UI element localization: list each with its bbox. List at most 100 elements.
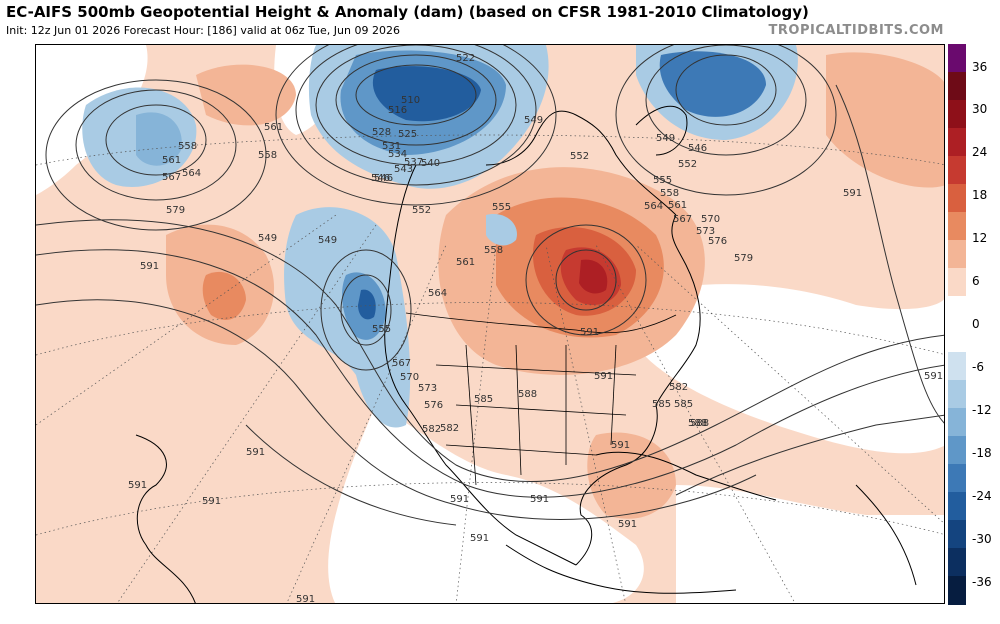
contour-label: 552 xyxy=(678,159,697,170)
graticule xyxy=(36,134,944,603)
brand-watermark: TROPICALTIDBITS.COM xyxy=(768,23,944,38)
colorbar-segment xyxy=(948,240,966,269)
colorbar-tick: 30 xyxy=(972,102,988,116)
contour-label: 591 xyxy=(128,480,147,491)
negative-anomaly xyxy=(372,66,481,122)
contour-label: 549 xyxy=(318,235,337,246)
contour-label: 591 xyxy=(470,533,489,544)
colorbar-segment xyxy=(948,436,966,465)
contour-label: 558 xyxy=(484,245,503,256)
contour-label: 582 xyxy=(669,382,688,393)
colorbar-tick: -12 xyxy=(972,403,992,417)
colorbar-tick: 18 xyxy=(972,188,988,202)
contour-label: 573 xyxy=(696,226,715,237)
colorbar-tick: 12 xyxy=(972,231,988,245)
contour-label: 528 xyxy=(372,127,391,138)
colorbar-segment xyxy=(948,72,966,101)
contour-label: 579 xyxy=(166,205,185,216)
contour-label: 591 xyxy=(202,496,221,507)
contour-label: 591 xyxy=(296,594,315,604)
colorbar-segment xyxy=(948,268,966,297)
negative-anomaly xyxy=(358,289,376,320)
colorbar-segment xyxy=(948,380,966,409)
contour-label: 588 xyxy=(690,418,709,429)
contour-label: 564 xyxy=(644,201,663,212)
colorbar-tick: 24 xyxy=(972,145,988,159)
colorbar-segment xyxy=(948,520,966,549)
contour-label: 591 xyxy=(450,494,469,505)
map-subtitle: Init: 12z Jun 01 2026 Forecast Hour: [18… xyxy=(6,24,400,37)
contour-label: 552 xyxy=(570,151,589,162)
contour-label: 558 xyxy=(258,150,277,161)
contour-label: 582 xyxy=(440,423,459,434)
contour-label: 522 xyxy=(456,53,475,64)
contour-label: 543 xyxy=(394,164,413,175)
contour-label: 585 xyxy=(674,399,693,410)
contour-label: 576 xyxy=(708,236,727,247)
positive-anomaly xyxy=(579,259,608,294)
contour-label: 567 xyxy=(162,172,181,183)
negative-anomaly xyxy=(486,214,517,246)
contour-label: 576 xyxy=(424,400,443,411)
contour-label: 534 xyxy=(388,149,407,160)
colorbar-segment xyxy=(948,100,966,129)
contour-label: 579 xyxy=(734,253,753,264)
positive-anomaly xyxy=(587,432,676,519)
contour-label: 585 xyxy=(652,399,671,410)
colorbar-segment xyxy=(948,296,966,325)
coastlines xyxy=(135,105,917,603)
contour-label: 591 xyxy=(580,327,599,338)
anomaly-map: 510 516 522 528 525 531 534 537 540 543 … xyxy=(35,44,945,604)
contour-label: 561 xyxy=(162,155,181,166)
contour-label: 564 xyxy=(428,288,447,299)
positive-anomaly xyxy=(196,64,296,126)
positive-anomaly xyxy=(826,52,944,188)
contour-label: 561 xyxy=(668,200,687,211)
contour-label: 555 xyxy=(372,324,391,335)
contour-label: 531 xyxy=(382,141,401,152)
positive-anomaly xyxy=(202,271,246,320)
contour-label: 558 xyxy=(178,141,197,152)
colorbar-segment xyxy=(948,44,966,73)
colorbar-segment xyxy=(948,324,966,353)
neutral-area xyxy=(676,485,944,603)
colorbar-tick: -18 xyxy=(972,446,992,460)
colorbar-segment xyxy=(948,492,966,521)
contour-label: 591 xyxy=(530,494,549,505)
contour-label: 588 xyxy=(518,389,537,400)
contour-label: 564 xyxy=(182,168,201,179)
colorbar-tick: 36 xyxy=(972,60,988,74)
contour-label: 591 xyxy=(140,261,159,272)
contour-label: 591 xyxy=(611,440,630,451)
contour-label: 516 xyxy=(388,105,407,116)
contour-label: 582 xyxy=(422,424,441,435)
colorbar-segment xyxy=(948,212,966,241)
contour-label: 549 xyxy=(524,115,543,126)
contour-label: 546 xyxy=(374,173,393,184)
contour-label: 591 xyxy=(618,519,637,530)
contour-label: 573 xyxy=(418,383,437,394)
anomaly-colorbar xyxy=(948,44,966,605)
colorbar-segment xyxy=(948,184,966,213)
negative-anomaly xyxy=(136,112,182,166)
contour-label: 540 xyxy=(421,158,440,169)
colorbar-segment xyxy=(948,156,966,185)
contour-label: 549 xyxy=(258,233,277,244)
height-contours xyxy=(36,45,944,526)
colorbar-tick: -30 xyxy=(972,532,992,546)
contour-label: 549 xyxy=(656,133,675,144)
neutral-area xyxy=(328,405,644,603)
map-canvas: 510 516 522 528 525 531 534 537 540 543 … xyxy=(36,45,944,604)
contour-label: 570 xyxy=(701,214,720,225)
colorbar-tick: -6 xyxy=(972,360,984,374)
colorbar-tick: -24 xyxy=(972,489,992,503)
contour-label: 525 xyxy=(398,129,417,140)
colorbar-segment xyxy=(948,576,966,605)
contour-label: 567 xyxy=(673,214,692,225)
contour-label: 555 xyxy=(653,175,672,186)
contour-label: 558 xyxy=(660,188,679,199)
contour-label: 591 xyxy=(924,371,943,382)
colorbar-segment xyxy=(948,128,966,157)
contour-label: 567 xyxy=(392,358,411,369)
colorbar-segment xyxy=(948,352,966,381)
